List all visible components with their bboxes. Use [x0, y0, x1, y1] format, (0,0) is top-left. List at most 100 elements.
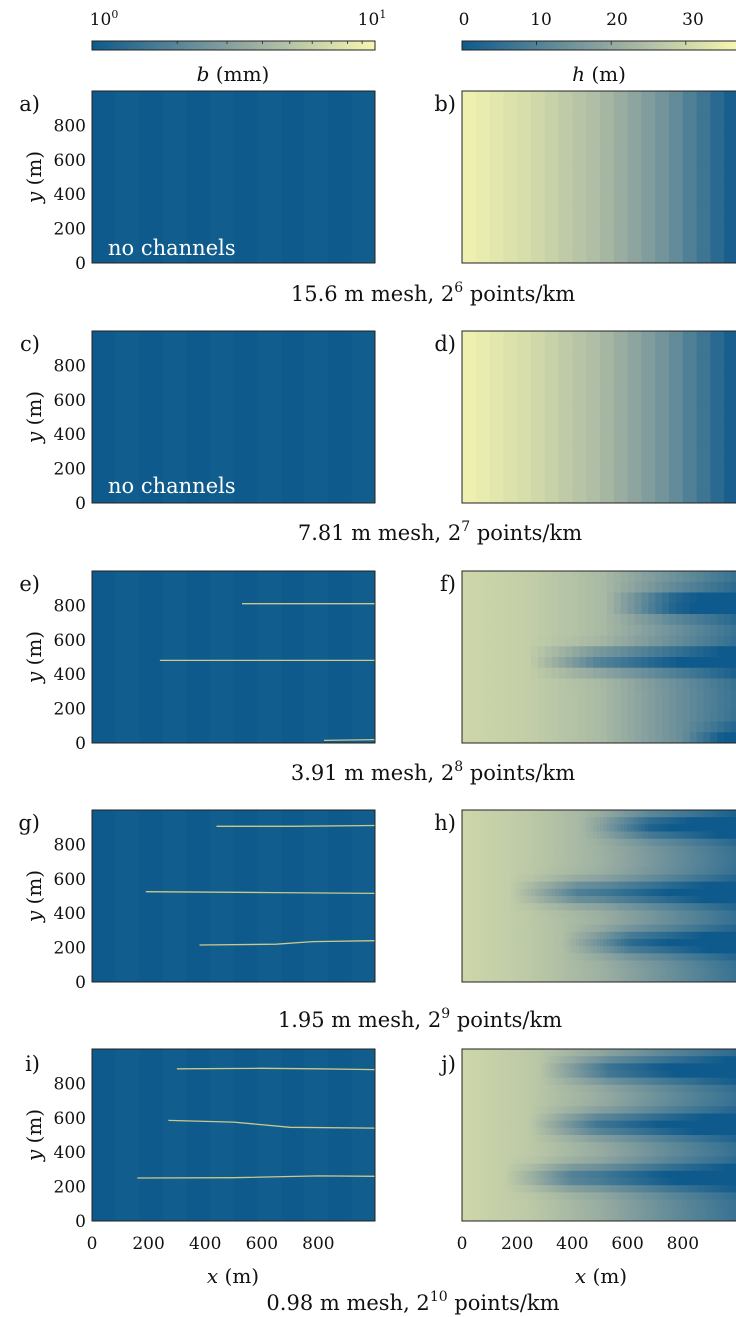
heatmap-cell — [472, 896, 477, 904]
heatmap-cell — [534, 1049, 537, 1057]
heatmap-cell — [494, 1163, 497, 1172]
heatmap-cell — [586, 700, 594, 712]
heatmap-cell — [593, 967, 597, 976]
heatmap-cell — [556, 1127, 560, 1136]
heatmap-cell — [565, 624, 573, 636]
heatmap-cell — [510, 838, 515, 847]
heatmap-cell — [637, 939, 642, 947]
heatmap-cell — [644, 967, 649, 976]
heatmap-cell — [577, 1120, 580, 1129]
heatmap-cell — [624, 845, 628, 854]
heatmap-cell — [517, 234, 532, 250]
heatmap-cell — [577, 1156, 580, 1165]
heatmap-cell — [510, 646, 518, 658]
heatmap-cell — [531, 359, 546, 375]
heatmap-cell — [641, 710, 649, 722]
heatmap-cell — [548, 1127, 551, 1136]
heatmap-cell — [462, 1056, 465, 1064]
heatmap-cell — [669, 721, 677, 733]
heatmap-cell — [627, 817, 632, 825]
heatmap-cell — [586, 1056, 589, 1064]
heatmap-cell — [565, 603, 573, 615]
heatmap-cell — [544, 667, 553, 679]
heatmap-cell — [724, 860, 729, 868]
heatmap-cell — [575, 860, 580, 868]
heatmap-cell — [587, 1213, 591, 1222]
heatmap-cell — [551, 946, 556, 954]
heatmap-cell — [472, 917, 477, 926]
heatmap-cell — [524, 1070, 527, 1079]
heatmap-cell — [529, 1113, 532, 1122]
heatmap-cell — [696, 910, 701, 918]
heatmap-cell — [696, 967, 701, 976]
heatmap-cell — [482, 1185, 485, 1193]
heatmap-cell — [494, 1092, 497, 1100]
heatmap-cell — [463, 1049, 466, 1057]
heatmap-cell — [544, 1113, 547, 1122]
heatmap-cell — [549, 1113, 553, 1122]
heatmap-cell — [493, 1192, 496, 1200]
heatmap-cell — [477, 1106, 480, 1114]
heatmap-cell — [493, 1063, 496, 1071]
heatmap-cell — [579, 903, 584, 911]
heatmap-cell — [613, 881, 618, 890]
heatmap-cell — [617, 974, 622, 983]
heatmap-cell — [710, 474, 725, 490]
heatmap-cell — [527, 931, 532, 940]
heatmap-cell — [536, 1049, 539, 1057]
heatmap-cell — [532, 1192, 535, 1200]
heatmap-cell — [617, 874, 622, 883]
heatmap-cell — [586, 1099, 589, 1107]
heatmap-cell — [637, 953, 642, 961]
heatmap-cell — [641, 667, 649, 679]
heatmap-cell — [475, 431, 490, 447]
heatmap-cell — [462, 960, 466, 969]
heatmap-cell — [567, 1106, 570, 1114]
heatmap-cell — [586, 1070, 589, 1079]
heatmap-cell — [527, 917, 532, 926]
heatmap-cell — [555, 867, 559, 875]
heatmap-cell — [565, 1127, 568, 1136]
heatmap-cell — [558, 732, 566, 744]
heatmap-cell — [532, 1106, 535, 1114]
heatmap-cell — [520, 810, 525, 818]
heatmap-cell — [606, 657, 615, 669]
heatmap-cell — [734, 939, 736, 947]
heatmap-cell — [531, 931, 535, 940]
heatmap-cell — [503, 931, 508, 940]
heatmap-cell — [644, 817, 649, 825]
heatmap-cell — [536, 1113, 539, 1122]
heatmap-cell — [672, 903, 677, 911]
heatmap-cell — [474, 1106, 477, 1114]
heatmap-cell — [600, 445, 615, 461]
heatmap-cell — [513, 939, 518, 947]
heatmap-cell — [610, 881, 615, 890]
heatmap-cell — [682, 191, 697, 207]
heatmap-cell — [503, 105, 518, 121]
heatmap-cell — [581, 1063, 584, 1071]
heatmap-cell — [484, 1192, 487, 1200]
heatmap-cell — [686, 831, 691, 840]
heatmap-cell — [558, 581, 566, 593]
heatmap-cell — [522, 1149, 525, 1157]
heatmap-cell — [524, 824, 528, 832]
heatmap-cell — [562, 1185, 565, 1193]
heatmap-cell — [531, 1192, 534, 1200]
heatmap-cell — [503, 1084, 506, 1093]
heatmap-cell — [506, 845, 511, 854]
heatmap-cell — [603, 867, 608, 875]
heatmap-cell — [508, 1106, 511, 1114]
heatmap-cell — [541, 1185, 544, 1193]
heatmap-cell — [658, 853, 663, 861]
heatmap-cell — [675, 860, 680, 868]
heatmap-cell — [648, 592, 656, 604]
heatmap-cell — [572, 860, 577, 868]
heatmap-cell — [508, 1113, 511, 1122]
heatmap-cell — [575, 974, 580, 983]
heatmap-cell — [555, 1120, 558, 1129]
heatmap-cell — [565, 1049, 568, 1057]
heatmap-cell — [472, 946, 477, 954]
heatmap-cell — [479, 838, 484, 847]
heatmap-cell — [555, 1142, 558, 1150]
heatmap-cell — [462, 635, 470, 647]
